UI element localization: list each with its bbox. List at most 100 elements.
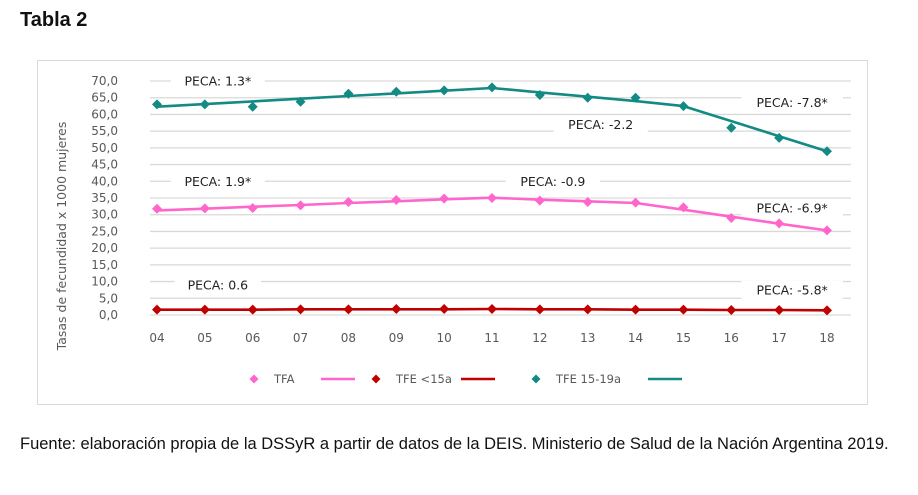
data-point [247, 101, 258, 112]
data-point [582, 92, 593, 103]
x-tick-label: 15 [676, 331, 691, 345]
data-point [199, 203, 210, 214]
data-point [152, 203, 162, 214]
data-point [726, 304, 737, 315]
source-note: Fuente: elaboración propia de la DSSyR a… [20, 435, 889, 453]
y-axis-title: Tasas de fecundidad x 1000 mujeres [54, 122, 69, 352]
data-point [630, 92, 641, 103]
data-point [439, 303, 450, 314]
y-tick-label: 50,0 [91, 141, 118, 155]
y-tick-label: 0,0 [99, 308, 118, 322]
data-point [439, 193, 450, 204]
peca-annotation: PECA: -6.9* [756, 201, 827, 216]
series-tfa [152, 193, 832, 236]
data-point [343, 88, 354, 99]
chart-container: 0,0 5,0 10,0 15,0 20,0 25,0 30,0 35,0 40,0 45,0 50… [37, 60, 868, 405]
fertility-rate-line-chart: 0,0 5,0 10,0 15,0 20,0 25,0 30,0 35,0 40,0 45,0 50… [54, 72, 851, 386]
annotation-background [741, 199, 843, 218]
data-point [582, 197, 593, 208]
data-point [726, 213, 737, 224]
annotation-background [741, 280, 843, 299]
peca-annotation: PECA: 1.9* [184, 174, 251, 189]
data-point [534, 195, 545, 206]
data-point [774, 218, 785, 229]
x-tick-label: 07 [293, 331, 308, 345]
x-tick-label: 13 [580, 331, 595, 345]
data-point [439, 85, 450, 96]
x-tick-label: 11 [484, 331, 499, 345]
data-point [678, 304, 689, 315]
x-axis-ticks: 04 05 06 07 08 09 10 11 12 13 14 15 16 17 18 [149, 331, 834, 345]
x-tick-label: 12 [532, 331, 547, 345]
y-tick-label: 10,0 [91, 275, 118, 289]
data-point [247, 203, 258, 214]
annotation-background [741, 93, 843, 112]
x-tick-label: 14 [628, 331, 643, 345]
data-point [678, 202, 689, 213]
y-tick-label: 20,0 [91, 241, 118, 255]
series-tfe-15a [152, 303, 832, 316]
y-tick-label: 30,0 [91, 208, 118, 222]
data-point [822, 225, 832, 236]
data-point [487, 193, 497, 203]
legend-item: TFE <15a [371, 372, 495, 386]
annotation-background [170, 72, 265, 90]
y-tick-label: 60,0 [91, 107, 118, 121]
series-tfe-15-19a [152, 82, 832, 157]
legend-item: TFE 15-19a [531, 372, 682, 386]
x-tick-label: 17 [772, 331, 787, 345]
peca-annotation: PECA: 1.3* [184, 74, 251, 89]
data-point [343, 304, 354, 315]
data-point [487, 303, 497, 314]
peca-annotations: PECA: 1.3* PECA: -2.2 PECA: -7.8* PECA: 1.9… [184, 74, 827, 298]
y-tick-label: 25,0 [91, 224, 118, 238]
data-point [774, 304, 785, 315]
data-point [630, 304, 641, 315]
legend-marker [531, 374, 541, 384]
data-point [822, 305, 832, 316]
y-tick-label: 5,0 [99, 291, 118, 305]
annotation-background [553, 115, 648, 134]
x-tick-label: 08 [341, 331, 356, 345]
series-lines [152, 82, 832, 316]
y-tick-label: 70,0 [91, 74, 118, 88]
x-tick-label: 04 [149, 331, 164, 345]
legend-label: TFA [273, 372, 295, 386]
table-title: Tabla 2 [20, 9, 88, 31]
y-tick-label: 40,0 [91, 174, 118, 188]
x-tick-label: 10 [437, 331, 452, 345]
x-tick-label: 18 [819, 331, 834, 345]
data-point [295, 96, 306, 107]
legend: TFA TFE <15a TFE 15-19a [249, 372, 682, 386]
data-point [295, 200, 306, 211]
legend-item: TFA [249, 372, 355, 386]
x-tick-label: 16 [724, 331, 739, 345]
legend-marker [249, 374, 259, 384]
data-point [534, 90, 545, 101]
annotation-backgrounds [170, 72, 843, 299]
data-point [678, 101, 689, 112]
peca-annotation: PECA: -2.2 [568, 117, 633, 132]
annotation-background [505, 172, 600, 191]
peca-annotation: PECA: -0.9 [520, 174, 585, 189]
y-tick-label: 65,0 [91, 91, 118, 105]
data-point [822, 146, 832, 157]
peca-annotation: PECA: 0.6 [188, 277, 249, 292]
peca-annotation: PECA: -5.8* [756, 282, 827, 297]
data-point [487, 82, 497, 93]
data-point [582, 304, 593, 315]
legend-label: TFE <15a [395, 372, 452, 386]
data-point [391, 86, 402, 97]
data-point [152, 99, 162, 110]
data-point [534, 304, 545, 315]
data-point [774, 132, 785, 143]
data-point [247, 304, 258, 315]
data-point [343, 197, 354, 208]
annotation-background [170, 172, 265, 191]
y-tick-label: 55,0 [91, 124, 118, 138]
y-tick-label: 35,0 [91, 191, 118, 205]
gridlines [150, 80, 851, 316]
data-point [391, 303, 402, 314]
peca-annotation: PECA: -7.8* [756, 95, 827, 110]
y-axis-ticks: 0,0 5,0 10,0 15,0 20,0 25,0 30,0 35,0 40,0 45,0 50… [91, 74, 118, 322]
